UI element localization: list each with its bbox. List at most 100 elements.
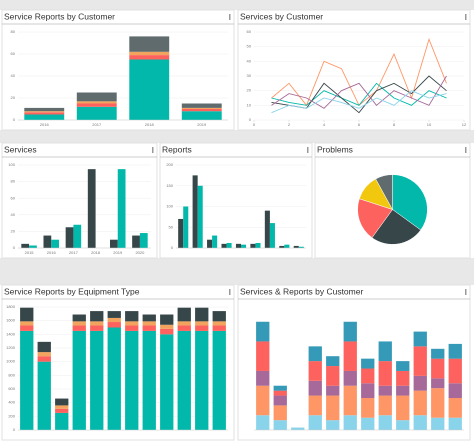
bar-segment [160,324,174,329]
bar-segment [90,311,104,322]
bar-segment [24,111,65,113]
bar-segment [413,346,427,376]
x-tick-label: 4 [323,122,326,127]
bar-segment [413,390,427,416]
bar [178,218,184,248]
bar [197,185,203,248]
bar-segment [72,321,86,326]
bar-segment [20,325,34,331]
bar-segment [76,106,117,120]
bar-segment [177,321,191,326]
bar-segment [37,352,51,357]
y-tick-label: 60 [11,51,16,56]
bar-segment [72,314,86,322]
x-tick-label: 2018 [91,250,101,255]
bar [87,169,96,248]
y-tick-label: 20 [11,228,16,233]
y-tick-label: 200 [166,162,173,167]
line-series [271,90,447,114]
x-tick-label: 12 [462,122,467,127]
x-tick-label: 2015 [25,250,35,255]
y-tick-label: 0 [171,245,174,250]
bar-segment [448,417,462,430]
bar-segment [129,36,170,52]
bar-segment [107,317,121,323]
y-tick-label: 40 [11,73,16,78]
bar-segment [326,420,340,430]
bar-segment [37,361,51,430]
bar-segment [20,330,34,430]
bar-segment [212,321,226,326]
y-tick-label: 800 [8,372,15,377]
x-tick-label: 2020 [135,250,145,255]
bar-segment [55,405,69,409]
bar-segment [396,361,410,371]
panel-title: Services [4,144,37,154]
panel [237,9,471,131]
bar-segment [37,341,51,353]
bar [183,206,189,248]
bar-segment [160,328,174,335]
bar-segment [125,321,139,326]
bar-segment [326,395,340,421]
y-tick-label: 200 [8,413,15,418]
y-tick-label: 60 [11,195,16,200]
bar-segment [256,415,270,430]
panel-menu [307,147,309,153]
bar-segment [76,103,117,107]
x-tick-label: 8 [393,122,396,127]
bar-segment [37,356,51,362]
bar [192,175,198,248]
y-tick-label: 40 [247,58,252,63]
bar-segment [181,107,222,109]
x-tick-label: 6 [358,122,361,127]
bar-segment [55,412,69,430]
y-tick-label: 50 [247,44,252,49]
bar-segment [413,415,427,430]
panel-title: Service Reports by Customer [4,11,115,21]
y-tick-label: 80 [11,179,16,184]
bar-segment [431,378,445,389]
bar-segment [107,327,121,430]
y-tick-label: 150 [166,183,173,188]
bar-segment [24,107,65,112]
y-tick-label: 100 [8,162,15,167]
bar-segment [142,321,156,326]
pie-slice [357,198,393,239]
bar-segment [273,420,287,430]
bar [212,235,218,248]
bar-segment [378,361,392,386]
pie-slice [392,174,428,231]
bar-segment [160,314,174,325]
bar-segment [431,388,445,418]
bar-segment [361,368,375,384]
gap [0,130,474,143]
bar-segment [181,111,222,120]
bar-segment [195,307,209,322]
panel-title: Services by Customer [240,11,323,21]
gap [0,0,474,10]
bar [43,235,52,248]
bar-segment [343,370,357,386]
bar-segment [195,330,209,430]
bar-segment [90,325,104,331]
y-tick-label: 50 [169,224,174,229]
bar-segment [378,341,392,362]
bar [226,243,232,248]
x-tick-label: 2017 [69,250,79,255]
y-tick-label: 1400 [6,331,16,336]
bar-segment [378,395,392,416]
bar [29,245,37,248]
bar [298,246,304,248]
bar-segment [378,415,392,430]
bar-segment [448,398,462,418]
bar-segment [256,341,270,371]
bar-segment [72,325,86,331]
bar [279,245,285,248]
bar-segment [142,325,156,331]
line-series [271,75,447,109]
bar-segment [125,325,139,331]
bar [235,243,241,248]
bar-segment [195,325,209,331]
bar-segment [107,311,121,318]
